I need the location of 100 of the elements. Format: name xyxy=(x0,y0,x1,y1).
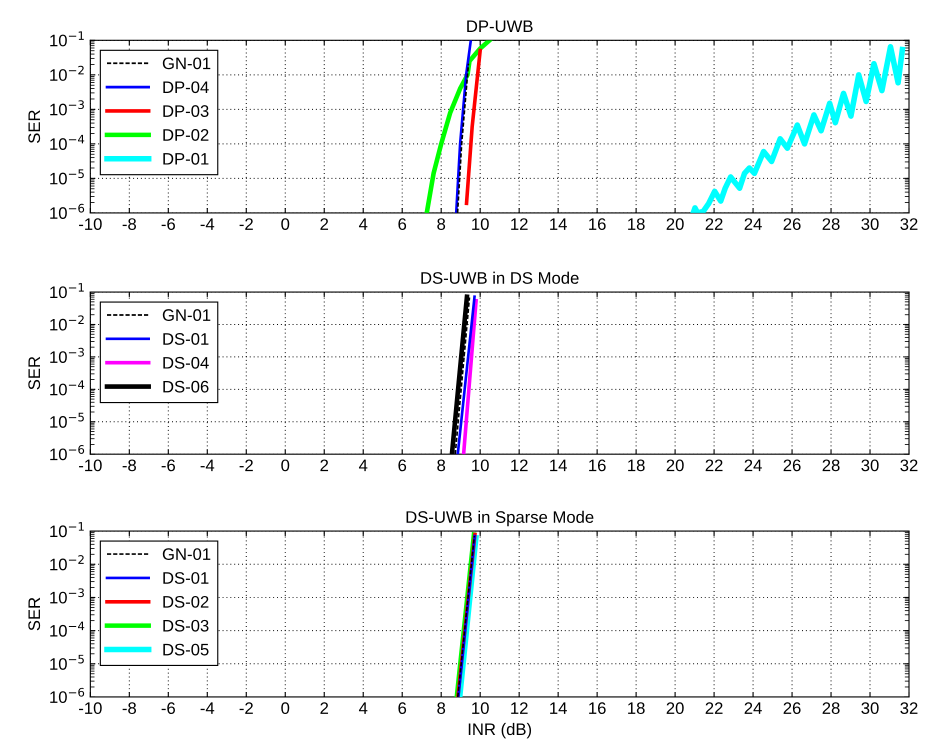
y-axis-title: SER xyxy=(28,110,40,143)
y-axis-title: SER xyxy=(28,356,40,390)
x-tick-label: -2 xyxy=(240,459,253,472)
x-tick-label: 12 xyxy=(511,459,528,472)
x-axis-title: INR (dB) xyxy=(468,722,532,738)
y-tick-label: 10$^{−4}$ xyxy=(50,134,84,150)
x-tick-label: 2 xyxy=(320,218,328,230)
y-tick-label: 10$^{−3}$ xyxy=(50,100,84,116)
x-tick-label: 6 xyxy=(398,218,406,230)
x-tick-label: 22 xyxy=(706,702,723,714)
x-tick-label: 30 xyxy=(861,702,879,714)
x-tick-label: -4 xyxy=(200,460,214,472)
x-tick-label: 6 xyxy=(398,702,406,714)
x-tick-label: 2 xyxy=(320,702,328,714)
y-tick-label: 10$^{−2}$ xyxy=(50,315,84,331)
x-tick-label: 8 xyxy=(437,218,446,230)
x-tick-label: 20 xyxy=(666,702,684,714)
legend-label: DS-04 xyxy=(163,356,209,369)
x-tick-label: 4 xyxy=(358,702,368,714)
x-tick-label: 18 xyxy=(628,702,645,714)
x-tick-label: -6 xyxy=(162,459,175,472)
y-tick-label: 10$^{−3}$ xyxy=(50,588,84,604)
x-tick-label: 28 xyxy=(822,702,840,714)
x-tick-label: -8 xyxy=(122,218,136,230)
y-tick-label: 10$^{−1}$ xyxy=(50,522,84,538)
y-tick-label: 10$^{−5}$ xyxy=(50,654,84,670)
x-tick-label: -10 xyxy=(79,459,102,472)
x-tick-label: 18 xyxy=(628,459,645,472)
x-tick-label: 32 xyxy=(900,459,918,472)
legend-label: DP-01 xyxy=(163,152,208,165)
y-tick-label: 10$^{−2}$ xyxy=(50,555,84,570)
y-axis-title: SER xyxy=(28,598,40,630)
legend-label: DS-01 xyxy=(163,333,208,345)
x-tick-label: 12 xyxy=(511,218,528,230)
legend-label: DP-03 xyxy=(163,105,209,117)
y-tick-label: 10$^{−5}$ xyxy=(50,169,84,184)
x-tick-label: 32 xyxy=(900,702,918,714)
x-tick-label: 22 xyxy=(706,459,723,472)
chart-title: DS-UWB in DS Mode xyxy=(421,272,579,284)
y-tick-label: 10$^{−6}$ xyxy=(50,688,84,704)
y-tick-label: 10$^{−1}$ xyxy=(50,283,84,298)
x-tick-label: 18 xyxy=(628,218,645,230)
x-tick-label: 14 xyxy=(550,702,567,714)
x-tick-label: -10 xyxy=(79,702,102,714)
y-tick-label: 10$^{−3}$ xyxy=(50,348,84,363)
x-tick-label: 20 xyxy=(666,218,684,230)
chart-title: DP-UWB xyxy=(467,20,533,32)
legend-label: DS-05 xyxy=(163,644,209,656)
x-tick-label: -2 xyxy=(240,218,253,230)
x-tick-label: -4 xyxy=(200,702,214,714)
legend-label: GN-01 xyxy=(162,309,210,321)
y-tick-label: 10$^{−2}$ xyxy=(50,66,84,81)
y-tick-label: 10$^{−1}$ xyxy=(50,31,84,46)
legend-label: DP-02 xyxy=(163,129,208,141)
y-tick-label: 10$^{−6}$ xyxy=(50,445,84,460)
legend-label: DS-01 xyxy=(163,572,208,584)
x-tick-label: 20 xyxy=(666,459,684,472)
legend-label: GN-01 xyxy=(162,57,210,70)
x-tick-label: 22 xyxy=(706,218,723,230)
x-tick-label: 10 xyxy=(472,702,489,714)
y-tick-label: 10$^{−5}$ xyxy=(50,412,84,428)
x-tick-label: 30 xyxy=(861,459,879,472)
x-tick-label: 10 xyxy=(472,218,489,230)
x-tick-label: 16 xyxy=(589,218,606,230)
x-tick-label: 28 xyxy=(822,218,840,230)
x-tick-label: 14 xyxy=(550,460,567,472)
x-tick-label: 2 xyxy=(320,459,328,472)
x-tick-label: 0 xyxy=(281,218,290,230)
x-tick-label: -4 xyxy=(200,218,214,230)
x-tick-label: 4 xyxy=(358,460,368,472)
x-tick-label: 26 xyxy=(784,459,801,472)
y-tick-label: 10$^{−4}$ xyxy=(50,622,84,637)
x-tick-label: 16 xyxy=(589,459,606,472)
x-tick-label: -6 xyxy=(162,218,175,230)
legend-label: DS-03 xyxy=(163,620,209,632)
x-tick-label: 10 xyxy=(472,459,489,472)
x-tick-label: 26 xyxy=(784,218,801,230)
x-tick-label: 30 xyxy=(861,218,879,230)
x-tick-label: -8 xyxy=(122,459,136,472)
x-tick-label: -8 xyxy=(122,702,136,714)
legend-label: GN-01 xyxy=(162,548,210,560)
x-tick-label: 24 xyxy=(744,459,762,472)
legend-label: DP-04 xyxy=(163,81,209,94)
x-tick-label: 6 xyxy=(398,459,406,472)
x-tick-label: -10 xyxy=(79,218,102,230)
x-tick-label: 16 xyxy=(589,702,606,714)
x-tick-label: 14 xyxy=(550,218,567,230)
x-tick-label: 26 xyxy=(784,702,801,714)
x-tick-label: 28 xyxy=(822,459,840,472)
y-tick-label: 10$^{−6}$ xyxy=(50,204,84,219)
legend-label: DS-06 xyxy=(163,380,209,393)
x-tick-label: 24 xyxy=(744,702,762,714)
x-tick-label: 12 xyxy=(511,702,528,714)
chart-title: DS-UWB in Sparse Mode xyxy=(406,510,594,526)
x-tick-label: 8 xyxy=(437,702,446,714)
x-tick-label: -2 xyxy=(240,702,253,714)
x-tick-label: 0 xyxy=(281,459,290,472)
x-tick-label: 4 xyxy=(358,218,368,230)
x-tick-label: -6 xyxy=(162,702,175,714)
y-tick-label: 10$^{−4}$ xyxy=(50,380,84,396)
